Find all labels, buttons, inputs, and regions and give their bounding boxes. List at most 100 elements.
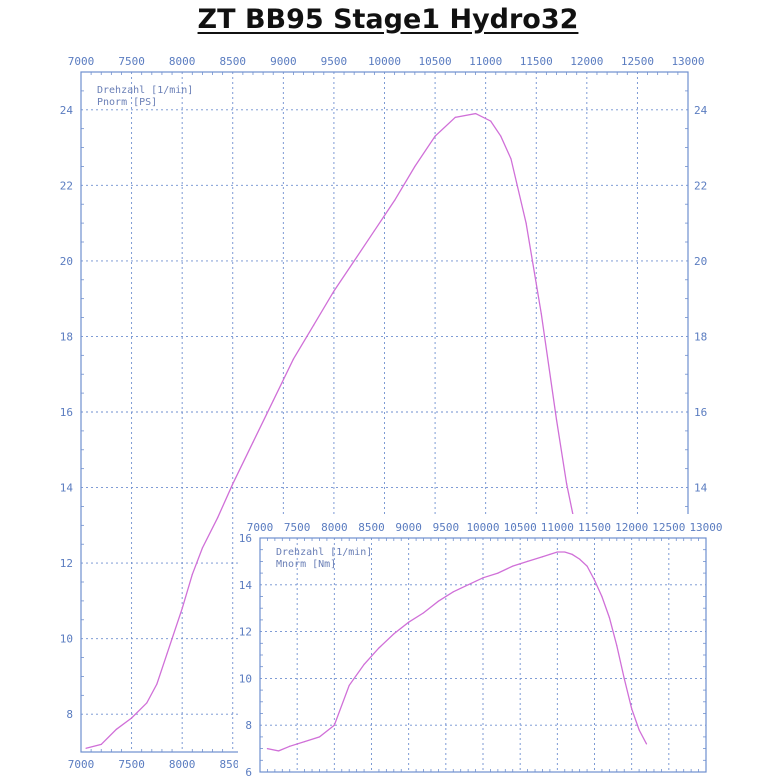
- main-data-point: [474, 112, 477, 115]
- power-chart-tick-labels: 7000 7000 7500 7500 8000 8000 8500 8500 9000 9000…: [60, 55, 708, 771]
- main-data-point: [333, 290, 335, 292]
- main-data-point: [115, 728, 118, 730]
- inset-data-point: [363, 663, 365, 665]
- inset-data-point: [593, 579, 596, 581]
- main-y-tick-label-left: 22: [60, 179, 73, 192]
- inset-data-point: [549, 553, 551, 555]
- main-data-point: [394, 199, 396, 202]
- inset-y-tick-label-left: 12: [239, 626, 252, 639]
- main-data-point: [252, 441, 254, 443]
- inset-x-tick-label-top: 10000: [466, 521, 499, 534]
- inset-data-point: [586, 565, 588, 567]
- inset-data-point: [304, 740, 306, 743]
- inset-data-point: [393, 633, 395, 635]
- main-x-tick-label-top: 7000: [68, 55, 95, 68]
- inset-data-point: [318, 736, 321, 738]
- main-data-point: [510, 158, 512, 160]
- inset-x-tick-label-top: 8500: [358, 521, 385, 534]
- main-x-tick-label-bottom: 7500: [118, 758, 145, 771]
- legend-torque-label: Mnorm [Nm]: [276, 559, 336, 570]
- main-x-tick-label-bottom: 8000: [169, 758, 196, 771]
- main-x-tick-label-top: 9500: [321, 55, 348, 68]
- main-y-tick-label-right: 22: [694, 179, 707, 192]
- main-x-tick-label-top: 8500: [220, 55, 247, 68]
- main-data-point: [566, 483, 568, 485]
- inset-data-point: [422, 612, 425, 614]
- inset-x-tick-label-top: 13000: [689, 521, 722, 534]
- main-x-tick-label-top: 7500: [118, 55, 145, 68]
- inset-data-point: [638, 729, 640, 731]
- inset-data-point: [527, 560, 529, 562]
- inset-data-point: [497, 572, 499, 574]
- inset-y-tick-label-left: 10: [239, 672, 252, 685]
- torque-chart-grid: [260, 538, 706, 772]
- main-data-point: [373, 230, 375, 232]
- main-x-tick-label-top: 11000: [469, 55, 502, 68]
- inset-x-tick-label-top: 11000: [541, 521, 574, 534]
- inset-data-point: [289, 745, 291, 747]
- legend-rpm-label: Drehzahl [1/min]: [97, 85, 193, 96]
- inset-data-point: [623, 677, 625, 679]
- main-data-point: [313, 324, 315, 326]
- main-x-tick-label-top: 10500: [419, 55, 452, 68]
- main-y-tick-label-right: 16: [694, 406, 707, 419]
- main-y-tick-label-left: 16: [60, 406, 73, 419]
- torque-chart-panel: 7000 7500 8000 8500 9000 9500 10000 10500 11000 1…: [238, 514, 776, 779]
- main-x-tick-label-top: 8000: [169, 55, 196, 68]
- inset-data-point: [556, 551, 558, 553]
- inset-x-tick-label-top: 7000: [247, 521, 274, 534]
- main-y-tick-label-left: 18: [60, 330, 73, 343]
- inset-y-tick-label-left: 16: [239, 532, 252, 545]
- main-data-point: [146, 702, 148, 704]
- main-data-point: [100, 743, 102, 746]
- main-x-tick-label-top: 10000: [368, 55, 401, 68]
- main-data-point: [232, 483, 234, 485]
- inset-x-tick-label-top: 12000: [615, 521, 648, 534]
- main-y-tick-label-right: 20: [694, 255, 707, 268]
- inset-data-point: [437, 600, 439, 602]
- main-y-tick-label-right: 24: [694, 104, 708, 117]
- inset-x-tick-label-top: 11500: [578, 521, 611, 534]
- main-x-tick-label-bottom: 7000: [68, 758, 95, 771]
- main-data-point: [555, 418, 558, 421]
- main-data-point: [292, 358, 295, 360]
- inset-data-point: [348, 684, 350, 687]
- inset-data-point: [333, 724, 335, 726]
- main-data-point: [414, 165, 416, 168]
- main-x-tick-label-top: 12500: [621, 55, 654, 68]
- inset-x-tick-label-top: 8000: [321, 521, 348, 534]
- main-y-tick-label-right: 14: [694, 482, 708, 495]
- main-data-point: [540, 313, 542, 315]
- main-y-tick-label-right: 18: [694, 330, 707, 343]
- inset-data-point: [579, 558, 581, 560]
- inset-data-point: [452, 591, 454, 593]
- main-data-point: [191, 573, 193, 576]
- inset-data-point: [616, 645, 618, 647]
- inset-data-point: [482, 577, 484, 579]
- inset-x-tick-label-top: 9000: [395, 521, 422, 534]
- inset-x-tick-label-top: 10500: [504, 521, 537, 534]
- inset-x-tick-label-top: 12500: [652, 521, 685, 534]
- inset-data-point: [564, 551, 566, 553]
- inset-data-point: [408, 621, 410, 623]
- main-data-point: [525, 222, 527, 224]
- inset-y-tick-label-left: 14: [239, 579, 253, 592]
- main-data-point: [201, 547, 203, 549]
- torque-curve: [266, 551, 648, 752]
- chart-title: ZT BB95 Stage1 Hydro32: [197, 4, 579, 35]
- main-x-tick-label-top: 12000: [570, 55, 603, 68]
- main-data-point: [181, 607, 183, 610]
- main-data-point: [454, 116, 456, 118]
- main-data-point: [166, 653, 168, 655]
- inset-data-point: [512, 565, 514, 567]
- main-data-point: [490, 120, 492, 122]
- inset-data-point: [378, 647, 380, 649]
- inset-x-tick-label-top: 7500: [284, 521, 311, 534]
- inset-legend-rpm-label: Drehzahl [1/min]: [276, 547, 372, 558]
- inset-series-line-0: [267, 551, 648, 752]
- main-y-tick-label-left: 10: [60, 633, 73, 646]
- main-data-point: [500, 135, 502, 137]
- inset-data-point: [277, 750, 280, 752]
- legend-power-label: Pnorm [PS]: [97, 97, 157, 108]
- main-y-tick-label-left: 8: [66, 708, 73, 721]
